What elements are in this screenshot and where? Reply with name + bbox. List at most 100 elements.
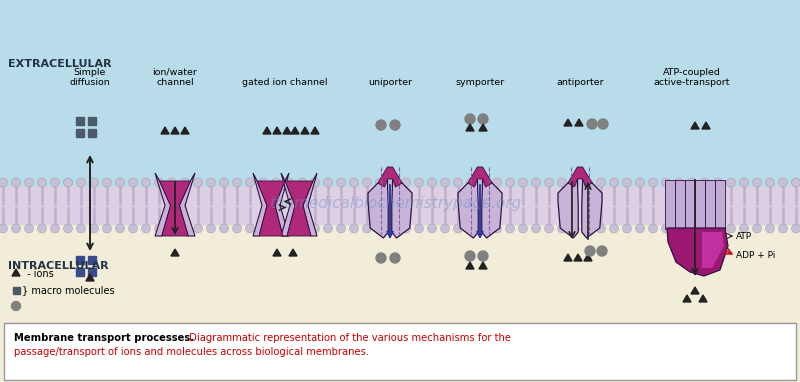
Circle shape bbox=[518, 224, 527, 233]
Polygon shape bbox=[564, 254, 572, 261]
Circle shape bbox=[376, 120, 386, 130]
Polygon shape bbox=[289, 249, 297, 256]
Circle shape bbox=[194, 178, 202, 187]
Circle shape bbox=[167, 224, 177, 233]
Circle shape bbox=[181, 178, 190, 187]
Circle shape bbox=[662, 178, 670, 187]
Polygon shape bbox=[683, 295, 691, 302]
Circle shape bbox=[0, 178, 7, 187]
Circle shape bbox=[142, 224, 150, 233]
Circle shape bbox=[687, 224, 697, 233]
Circle shape bbox=[585, 246, 595, 256]
Circle shape bbox=[662, 224, 670, 233]
Bar bbox=[0, 187, 800, 224]
Circle shape bbox=[414, 224, 423, 233]
Polygon shape bbox=[699, 295, 707, 302]
Circle shape bbox=[323, 178, 333, 187]
Circle shape bbox=[11, 224, 21, 233]
Polygon shape bbox=[479, 262, 487, 269]
Text: EXTRACELLULAR: EXTRACELLULAR bbox=[8, 59, 112, 69]
Polygon shape bbox=[584, 254, 592, 261]
Circle shape bbox=[90, 178, 98, 187]
Polygon shape bbox=[574, 254, 582, 261]
Circle shape bbox=[154, 178, 163, 187]
Circle shape bbox=[701, 178, 710, 187]
Circle shape bbox=[63, 224, 73, 233]
Circle shape bbox=[454, 224, 462, 233]
Circle shape bbox=[25, 178, 34, 187]
Circle shape bbox=[285, 224, 294, 233]
Circle shape bbox=[271, 224, 281, 233]
Polygon shape bbox=[667, 228, 728, 276]
Circle shape bbox=[323, 224, 333, 233]
Circle shape bbox=[558, 178, 566, 187]
Circle shape bbox=[390, 120, 400, 130]
Circle shape bbox=[649, 224, 658, 233]
Circle shape bbox=[622, 178, 631, 187]
Polygon shape bbox=[582, 179, 602, 238]
Circle shape bbox=[90, 224, 98, 233]
Circle shape bbox=[791, 224, 800, 233]
Circle shape bbox=[674, 178, 683, 187]
Polygon shape bbox=[273, 127, 281, 134]
Polygon shape bbox=[311, 127, 319, 134]
Circle shape bbox=[402, 224, 410, 233]
Polygon shape bbox=[253, 173, 267, 236]
Bar bbox=[4, 323, 796, 380]
Bar bbox=[88, 268, 96, 276]
Bar bbox=[76, 117, 84, 125]
Circle shape bbox=[25, 224, 34, 233]
Circle shape bbox=[478, 251, 488, 261]
Circle shape bbox=[246, 224, 254, 233]
Circle shape bbox=[285, 178, 294, 187]
Circle shape bbox=[194, 224, 202, 233]
Circle shape bbox=[375, 224, 385, 233]
Circle shape bbox=[597, 224, 606, 233]
Circle shape bbox=[570, 178, 579, 187]
Circle shape bbox=[246, 178, 254, 187]
Circle shape bbox=[362, 178, 371, 187]
Circle shape bbox=[129, 224, 138, 233]
Circle shape bbox=[181, 224, 190, 233]
Polygon shape bbox=[301, 127, 309, 134]
Polygon shape bbox=[558, 179, 578, 238]
Circle shape bbox=[375, 178, 385, 187]
Circle shape bbox=[583, 224, 593, 233]
Circle shape bbox=[531, 178, 541, 187]
Circle shape bbox=[77, 178, 86, 187]
Bar bbox=[76, 129, 84, 137]
Polygon shape bbox=[568, 167, 592, 187]
Polygon shape bbox=[468, 167, 492, 187]
Bar bbox=[705, 180, 715, 229]
Circle shape bbox=[610, 178, 618, 187]
Circle shape bbox=[441, 224, 450, 233]
Polygon shape bbox=[466, 262, 474, 269]
Circle shape bbox=[154, 224, 163, 233]
Text: ATP-coupled
active-transport: ATP-coupled active-transport bbox=[654, 68, 730, 87]
Circle shape bbox=[206, 178, 215, 187]
Circle shape bbox=[558, 224, 566, 233]
Circle shape bbox=[791, 178, 800, 187]
Circle shape bbox=[0, 224, 7, 233]
Circle shape bbox=[545, 224, 554, 233]
Circle shape bbox=[687, 178, 697, 187]
Polygon shape bbox=[171, 249, 179, 256]
Polygon shape bbox=[378, 167, 402, 187]
Circle shape bbox=[753, 224, 762, 233]
Bar bbox=[0, 0, 800, 224]
Circle shape bbox=[739, 178, 749, 187]
Text: Membrane transport processes.: Membrane transport processes. bbox=[14, 333, 194, 343]
Circle shape bbox=[376, 253, 386, 263]
Bar bbox=[76, 256, 84, 264]
Circle shape bbox=[77, 224, 86, 233]
Circle shape bbox=[622, 224, 631, 233]
Bar bbox=[695, 180, 705, 229]
Circle shape bbox=[493, 178, 502, 187]
Circle shape bbox=[583, 178, 593, 187]
Circle shape bbox=[753, 178, 762, 187]
Circle shape bbox=[466, 224, 475, 233]
Bar bbox=[13, 286, 19, 293]
Circle shape bbox=[479, 224, 489, 233]
Text: Simple
diffusion: Simple diffusion bbox=[70, 68, 110, 87]
Circle shape bbox=[233, 178, 242, 187]
